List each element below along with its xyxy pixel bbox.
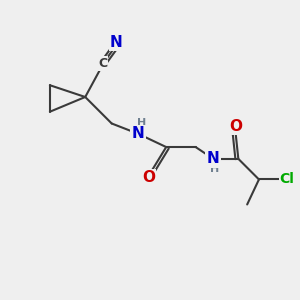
Text: N: N — [132, 126, 145, 141]
Text: C: C — [98, 57, 107, 70]
Text: O: O — [142, 170, 155, 185]
Text: N: N — [110, 35, 122, 50]
Text: H: H — [210, 164, 219, 174]
Text: O: O — [229, 119, 242, 134]
Text: N: N — [207, 151, 220, 166]
Text: H: H — [137, 118, 146, 128]
Text: Cl: Cl — [280, 172, 294, 186]
